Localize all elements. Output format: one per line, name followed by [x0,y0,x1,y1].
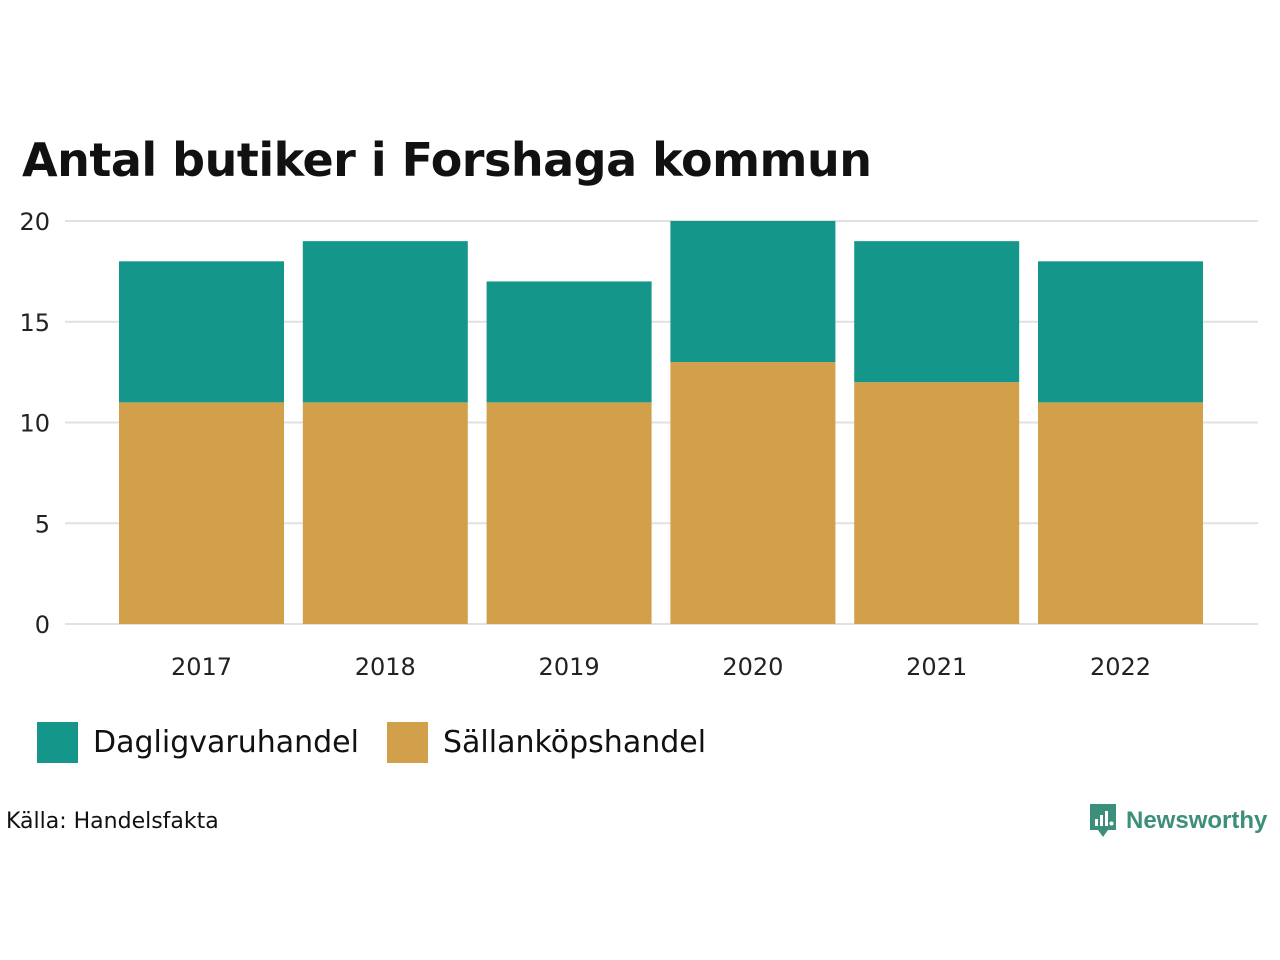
x-tick-label: 2019 [539,653,600,681]
bar-2021-sllankpshandel [854,382,1020,624]
x-tick-label: 2022 [1090,653,1151,681]
legend-item-dagligvaruhandel: Dagligvaruhandel [37,722,359,763]
x-tick-label: 2021 [906,653,967,681]
newsworthy-logo-icon [1090,804,1116,837]
legend-label-sallankopshandel: Sällanköpshandel [442,725,707,760]
x-tick-label: 2017 [171,653,232,681]
bar-2019-sllankpshandel [486,402,652,624]
bar-2017-sllankpshandel [119,402,284,624]
y-tick-label: 0 [35,611,50,639]
y-tick-label: 5 [35,510,50,538]
bar-2022-sllankpshandel [1038,402,1203,624]
source-note: Källa: Handelsfakta [6,809,219,834]
y-tick-label: 20 [19,208,50,236]
y-tick-label: 15 [19,309,50,337]
bar-chart: 0 5 10 15 20 2017 2018 2019 2020 2021 2022 [19,208,1258,681]
bar-2018-sllankpshandel [302,402,468,624]
bar-2022-dagligvaruhandel [1038,261,1203,403]
bar-2021-dagligvaruhandel [854,241,1020,383]
legend-swatch-sallankopshandel [386,722,428,763]
bar-2018-dagligvaruhandel [302,241,468,403]
bar-2017-dagligvaruhandel [119,261,284,403]
y-tick-label: 10 [19,410,50,438]
bar-2020-sllankpshandel [670,362,836,624]
bar-2020-dagligvaruhandel [670,221,836,363]
legend: Dagligvaruhandel Sällanköpshandel [37,722,734,763]
chart-title: Antal butiker i Forshaga kommun [22,133,872,187]
legend-label-dagligvaruhandel: Dagligvaruhandel [93,725,359,760]
legend-item-sallankopshandel: Sällanköpshandel [386,722,707,763]
bar-2019-dagligvaruhandel [486,281,652,403]
x-tick-label: 2018 [355,653,416,681]
x-tick-label: 2020 [722,653,783,681]
newsworthy-brand: Newsworthy [1088,802,1267,840]
legend-swatch-dagligvaruhandel [37,722,78,763]
brand-name: Newsworthy [1126,807,1268,834]
